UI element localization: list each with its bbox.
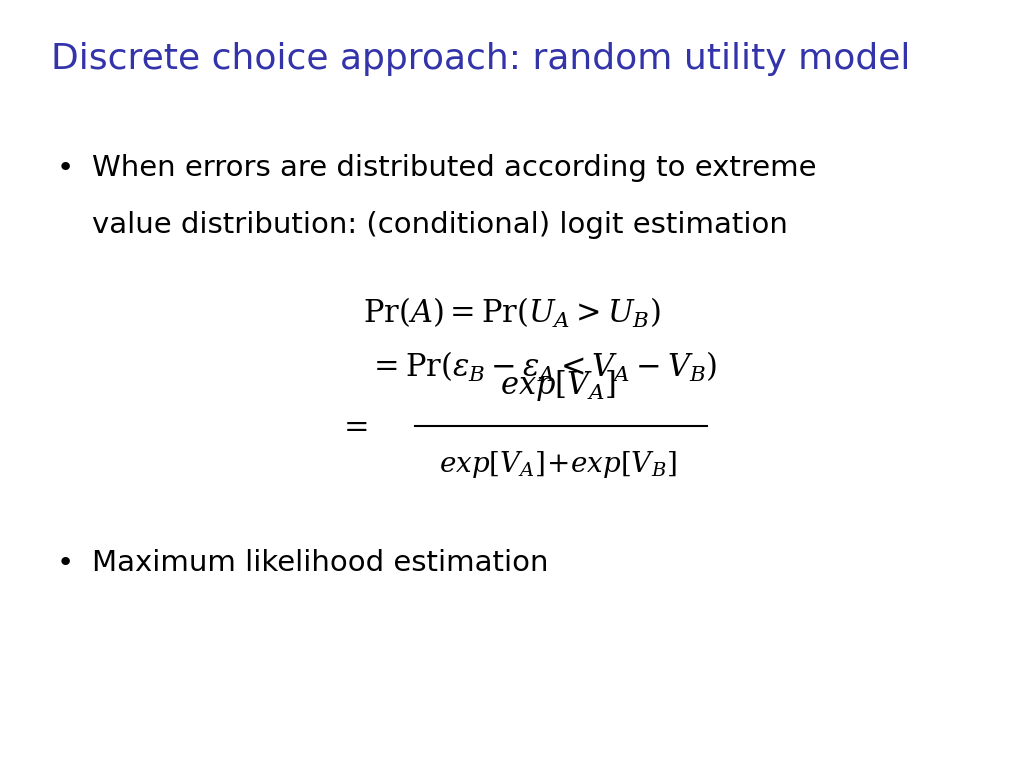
Text: •: •: [56, 154, 74, 181]
Text: $\mathrm{Pr}(A) = \mathrm{Pr}(U_A > U_B)$: $\mathrm{Pr}(A) = \mathrm{Pr}(U_A > U_B)…: [364, 296, 660, 329]
Text: •: •: [56, 549, 74, 577]
Text: Discrete choice approach: random utility model: Discrete choice approach: random utility…: [51, 42, 910, 76]
Text: $\mathit{exp}[V_A]$: $\mathit{exp}[V_A]$: [500, 368, 616, 403]
Text: When errors are distributed according to extreme: When errors are distributed according to…: [92, 154, 817, 181]
Text: Maximum likelihood estimation: Maximum likelihood estimation: [92, 549, 549, 577]
Text: $=$: $=$: [338, 412, 369, 441]
Text: $\mathit{exp}[V_A]\!+\!\mathit{exp}[V_B]$: $\mathit{exp}[V_A]\!+\!\mathit{exp}[V_B]…: [439, 449, 677, 480]
Text: $= \mathrm{Pr}(\varepsilon_B - \varepsilon_A < V_A - V_B)$: $= \mathrm{Pr}(\varepsilon_B - \varepsil…: [368, 349, 718, 383]
Text: value distribution: (conditional) logit estimation: value distribution: (conditional) logit …: [92, 211, 788, 239]
